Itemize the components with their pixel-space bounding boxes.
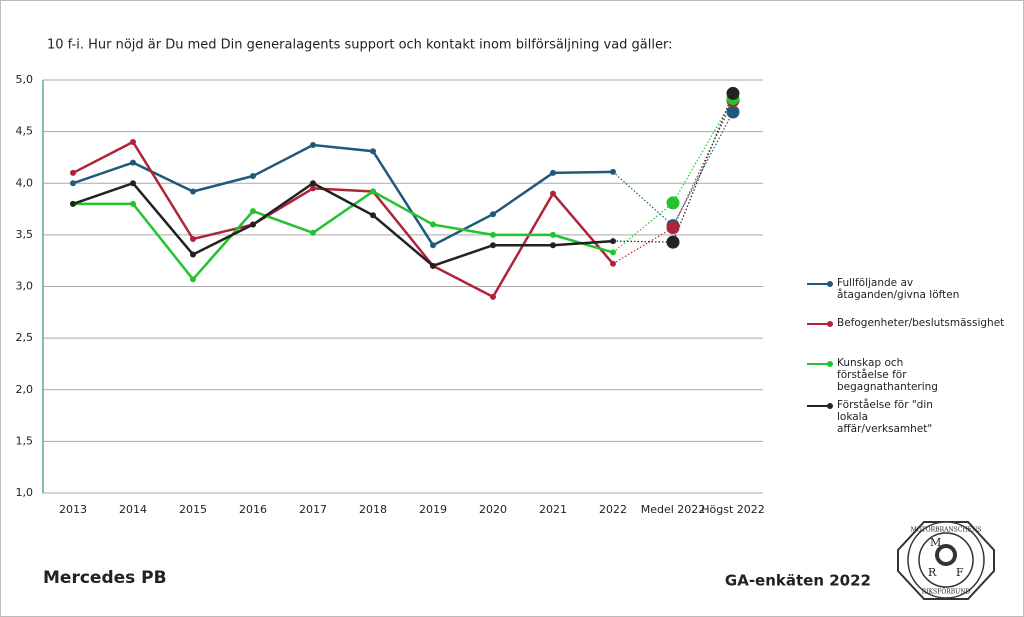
- data-point: [726, 86, 740, 100]
- data-point: [370, 188, 376, 195]
- x-tick-label: 2017: [299, 503, 327, 516]
- data-point: [726, 105, 740, 119]
- series-line: [72, 140, 614, 299]
- y-tick-label: 5,0: [16, 73, 34, 86]
- data-point: [310, 180, 316, 187]
- data-point: [550, 190, 556, 197]
- legend-label: Förståelse för "din lokala affär/verksam…: [837, 399, 933, 435]
- data-point: [430, 242, 436, 249]
- legend-dot: [827, 361, 833, 367]
- logo-wheel: [935, 544, 957, 566]
- data-point: [70, 200, 76, 207]
- x-tick-label: 2015: [179, 503, 207, 516]
- legend-label: Befogenheter/beslutsmässighet: [837, 317, 1005, 329]
- data-point: [310, 229, 316, 236]
- series-line: [72, 143, 614, 247]
- data-point: [550, 231, 556, 238]
- data-point: [490, 242, 496, 249]
- logo-bottom: RIKSFÖRBUND: [922, 589, 971, 596]
- y-tick-label: 4,5: [16, 125, 34, 138]
- x-tick-label: 2018: [359, 503, 387, 516]
- data-point: [190, 276, 196, 283]
- data-point: [370, 148, 376, 155]
- legend-dot: [827, 321, 833, 327]
- x-tick-label: Högst 2022: [701, 503, 765, 516]
- x-tick-label: 2019: [419, 503, 447, 516]
- logo-letter: F: [956, 566, 964, 579]
- y-tick-label: 3,0: [16, 280, 34, 293]
- legend-swatch: [807, 281, 833, 287]
- y-tick-label: 4,0: [16, 176, 34, 189]
- x-tick-label: 2022: [599, 503, 627, 516]
- legend-item: Fullföljande av åtaganden/givna löften: [807, 277, 997, 301]
- x-tick-label: 2020: [479, 503, 507, 516]
- data-point: [250, 208, 256, 215]
- data-point: [190, 236, 196, 243]
- legend-dot: [827, 403, 833, 409]
- y-tick-label: 1,5: [16, 434, 34, 447]
- x-tick-label: 2013: [59, 503, 87, 516]
- y-tick-label: 2,0: [16, 383, 34, 396]
- data-point: [250, 221, 256, 228]
- data-point: [310, 185, 316, 192]
- logo-top: MOTORBRANSCHENS: [911, 527, 982, 534]
- x-tick-label: 2016: [239, 503, 267, 516]
- x-tick-label: 2014: [119, 503, 147, 516]
- y-tick-label: 3,5: [16, 228, 34, 241]
- data-point: [610, 168, 616, 175]
- data-point: [666, 235, 680, 249]
- y-tick-label: 2,5: [16, 331, 34, 344]
- series-line: [72, 181, 614, 268]
- data-point: [490, 211, 496, 218]
- data-point: [130, 159, 136, 166]
- data-point: [130, 200, 136, 207]
- footer-right: GA-enkäten 2022: [725, 572, 871, 590]
- data-point: [430, 262, 436, 269]
- logo: MOTORBRANSCHENS RIKSFÖRBUND M R F: [897, 521, 995, 600]
- logo-ring-inner: [918, 532, 974, 588]
- data-point: [550, 169, 556, 176]
- data-point: [666, 196, 680, 210]
- data-point: [130, 138, 136, 145]
- data-point: [550, 242, 556, 249]
- series-line: [73, 190, 614, 282]
- data-point: [490, 231, 496, 238]
- data-point: [310, 142, 316, 149]
- chart-title: 10 f-i. Hur nöjd är Du med Din generalag…: [47, 38, 673, 53]
- legend-swatch: [807, 321, 833, 327]
- data-point: [610, 260, 616, 267]
- legend-item: Kunskap och förståelse för begagnathante…: [807, 357, 997, 393]
- logo-letter: R: [928, 566, 937, 579]
- x-tick-label: 2021: [539, 503, 567, 516]
- logo-frame: [897, 521, 995, 600]
- data-point: [190, 251, 196, 258]
- data-point: [666, 221, 680, 235]
- data-point: [610, 249, 616, 256]
- data-point: [430, 221, 436, 228]
- data-point: [250, 173, 256, 180]
- legend-swatch: [807, 403, 833, 409]
- data-point: [70, 169, 76, 176]
- legend-label: Kunskap och förståelse för begagnathante…: [837, 357, 938, 393]
- data-point: [370, 212, 376, 219]
- data-point: [190, 188, 196, 195]
- legend-swatch: [807, 361, 833, 367]
- x-tick-label: Medel 2022: [641, 503, 706, 516]
- legend-label: Fullföljande av åtaganden/givna löften: [837, 277, 960, 301]
- legend-item: Förståelse för "din lokala affär/verksam…: [807, 399, 997, 435]
- data-point: [490, 293, 496, 300]
- footer-left: Mercedes PB: [43, 568, 167, 588]
- logo-letter: M: [930, 536, 941, 549]
- data-point: [610, 238, 616, 245]
- data-point: [130, 180, 136, 187]
- y-tick-label: 1,0: [16, 486, 34, 499]
- data-point: [70, 180, 76, 187]
- legend-item: Befogenheter/beslutsmässighet: [807, 317, 1004, 329]
- legend-dot: [827, 281, 833, 287]
